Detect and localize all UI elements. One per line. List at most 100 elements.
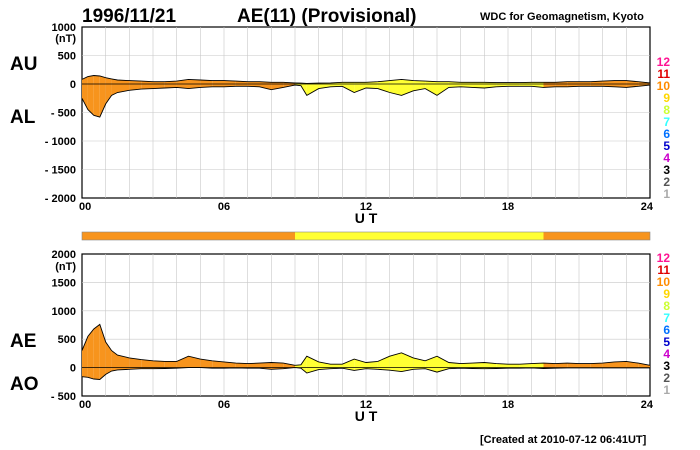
area-au-segment xyxy=(129,80,142,84)
level-6-label: 6 xyxy=(663,127,670,141)
area-ae-segment xyxy=(519,363,532,368)
area-ae-segment xyxy=(472,362,485,368)
level-8-label: 8 xyxy=(663,299,670,313)
level-12-label: 12 xyxy=(657,251,671,265)
level-4-label: 4 xyxy=(663,347,670,361)
index-label-au: AU xyxy=(10,54,37,75)
activity-segment xyxy=(82,232,295,240)
area-ae-segment xyxy=(508,364,520,368)
y-tick-label: 500 xyxy=(58,334,76,346)
area-ao-segment xyxy=(389,367,402,372)
activity-segment xyxy=(543,232,650,240)
y-tick-label: 2000 xyxy=(52,249,76,261)
area-al-segment xyxy=(82,84,88,110)
y-tick-label: 0 xyxy=(70,363,76,375)
area-ae-segment xyxy=(366,361,378,368)
area-au-segment xyxy=(200,80,213,84)
area-au-segment xyxy=(567,81,579,84)
level-9-label: 9 xyxy=(663,287,670,301)
area-ae-segment xyxy=(389,352,402,368)
area-ae-segment xyxy=(176,356,189,368)
level-5-label: 5 xyxy=(663,335,670,349)
area-al-segment xyxy=(318,84,331,89)
y-tick-label: - 1500 xyxy=(45,165,76,177)
area-ae-segment xyxy=(153,360,165,368)
x-tick-label: 06 xyxy=(218,399,230,411)
index-label-ae: AE xyxy=(10,331,36,352)
area-ae-segment xyxy=(164,361,177,368)
area-ae-segment xyxy=(271,362,284,368)
area-al-segment xyxy=(99,84,106,118)
area-al-segment xyxy=(153,84,165,89)
area-ae-segment xyxy=(129,357,142,368)
area-ae-segment xyxy=(200,359,213,368)
area-ae-segment xyxy=(342,359,355,368)
area-al-segment xyxy=(377,84,390,93)
level-1-label: 1 xyxy=(663,383,670,397)
x-tick-label: 06 xyxy=(218,201,230,213)
y-tick-label: - 500 xyxy=(51,391,76,403)
area-ae-segment xyxy=(579,363,591,368)
area-ae-segment xyxy=(87,328,94,368)
level-6-label: 6 xyxy=(663,323,670,337)
area-al-segment xyxy=(105,84,112,104)
x-tick-label: 00 xyxy=(79,399,91,411)
line-ao xyxy=(81,367,650,380)
source-label: WDC for Geomagnetism, Kyoto xyxy=(480,11,644,23)
area-al-segment xyxy=(590,84,603,87)
area-al-segment xyxy=(354,84,366,93)
area-ae-segment xyxy=(259,362,272,368)
date-label: 1996/11/21 xyxy=(82,6,176,27)
area-al-segment xyxy=(164,84,177,88)
area-al-segment xyxy=(212,84,224,87)
level-11-label: 11 xyxy=(657,67,670,81)
area-ao-segment xyxy=(93,367,100,380)
index-title: AE(11) (Provisional) xyxy=(237,6,417,27)
created-label: [Created at 2010-07-12 06:41UT] xyxy=(480,434,647,446)
level-1-label: 1 xyxy=(663,187,670,201)
y-tick-label: 1000 xyxy=(52,306,76,318)
area-ae-segment xyxy=(614,361,627,368)
area-al-segment xyxy=(87,84,94,116)
y-tick-label: - 1000 xyxy=(45,136,76,148)
level-10-label: 10 xyxy=(657,275,671,289)
area-au-segment xyxy=(153,81,165,84)
y-tick-label: - 500 xyxy=(51,108,76,120)
y-tick-label: 1000 xyxy=(52,22,76,34)
area-al-segment xyxy=(141,84,153,90)
area-au-segment xyxy=(614,80,627,84)
area-al-segment xyxy=(531,84,544,88)
activity-bar-frame xyxy=(81,231,651,241)
area-au-segment xyxy=(413,80,426,84)
level-3-label: 3 xyxy=(663,359,670,373)
line-ae xyxy=(81,323,651,366)
level-8-label: 8 xyxy=(663,103,670,117)
x-tick-label: 00 xyxy=(79,201,91,213)
area-ae-segment xyxy=(141,359,153,368)
level-3-label: 3 xyxy=(663,163,670,177)
area-ae-segment xyxy=(590,363,603,368)
x-axis-label: U T xyxy=(355,408,378,424)
area-au-segment xyxy=(377,80,390,84)
level-11-label: 11 xyxy=(657,263,670,277)
area-ae-segment xyxy=(188,356,201,368)
area-au-segment xyxy=(602,80,615,84)
area-ae-segment xyxy=(555,363,568,368)
ae-ao-panel: 2000 1500 1000 500 0 - 500 (nT) 00 06 12 18 24 U T AE… xyxy=(10,249,654,424)
level-2-label: 2 xyxy=(663,371,670,385)
area-al-segment xyxy=(437,84,449,96)
area-ao-segment xyxy=(82,367,88,378)
area-au-segment xyxy=(247,81,260,84)
x-tick-label: 24 xyxy=(641,399,654,411)
area-au-segment xyxy=(105,77,112,84)
area-au-segment xyxy=(188,79,201,84)
line-al xyxy=(81,84,651,118)
area-al-segment xyxy=(93,84,100,118)
area-au-segment xyxy=(93,75,100,84)
area-au-segment xyxy=(87,75,94,84)
area-au-segment xyxy=(437,81,449,84)
activity-level-bar xyxy=(81,231,651,241)
